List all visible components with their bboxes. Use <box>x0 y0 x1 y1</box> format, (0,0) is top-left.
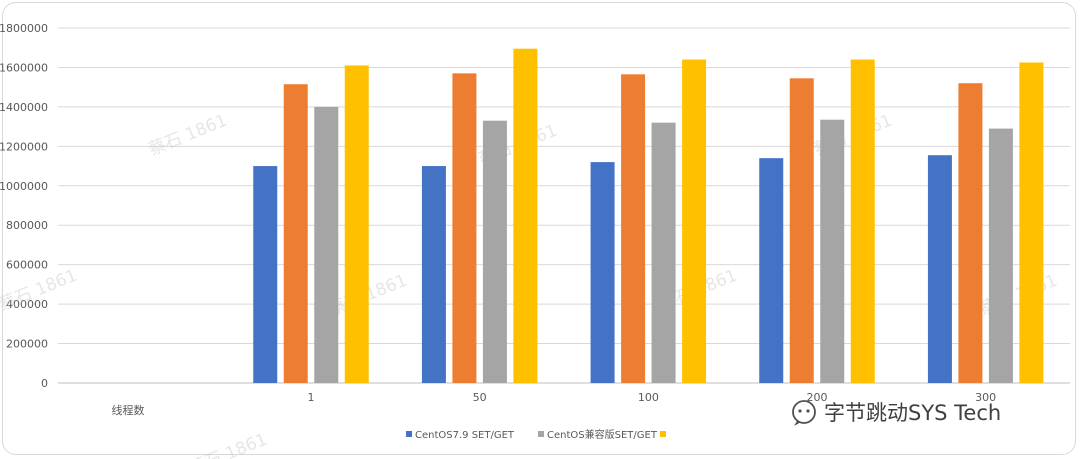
bar <box>621 74 646 383</box>
y-tick-label: 1400000 <box>0 101 48 114</box>
y-tick-label: 800000 <box>6 219 48 232</box>
bar <box>452 73 477 383</box>
watermark-text: 蔡石 1861 <box>146 111 230 161</box>
bar <box>651 122 676 384</box>
bar <box>283 84 308 383</box>
bar <box>850 59 875 384</box>
bar <box>314 106 339 383</box>
brand-text: 字节跳动SYS Tech <box>824 401 1001 425</box>
x-tick-label: 1 <box>308 391 315 404</box>
legend-swatch <box>406 431 412 437</box>
x-tick-label: 100 <box>638 391 659 404</box>
bar <box>482 120 507 383</box>
bars <box>253 48 1044 384</box>
watermark-text: 蔡石 1861 <box>976 271 1060 321</box>
bar <box>344 65 369 383</box>
bar <box>927 155 952 383</box>
x-axis-label: 线程数 <box>112 403 145 417</box>
bar <box>820 119 845 383</box>
x-tick-label: 300 <box>975 391 996 404</box>
y-tick-label: 1600000 <box>0 61 48 74</box>
gridlines <box>58 27 1070 384</box>
bar <box>988 128 1013 383</box>
bar <box>590 162 615 383</box>
legend: CentOS7.9 SET/GET CentOS兼容版SET/GET <box>406 428 666 441</box>
bar <box>958 83 983 383</box>
y-tick-label: 400000 <box>6 298 48 311</box>
y-tick-label: 1200000 <box>0 140 48 153</box>
bar <box>253 166 278 383</box>
bar <box>421 166 446 383</box>
y-tick-label: 200000 <box>6 338 48 351</box>
bar <box>759 158 784 383</box>
watermark-text: 蔡石 1861 <box>186 430 270 459</box>
legend-label: CentOS7.9 SET/GET <box>415 430 515 441</box>
legend-swatch <box>538 431 544 437</box>
y-tick-label: 0 <box>41 377 48 390</box>
y-tick-label: 1000000 <box>0 180 48 193</box>
y-tick-label: 1800000 <box>0 22 48 35</box>
x-axis-tick-labels: 1 50 100 200 300 <box>308 391 997 404</box>
x-tick-label: 200 <box>807 391 828 404</box>
legend-label: CentOS兼容版SET/GET <box>547 428 658 441</box>
wechat-icon <box>792 400 816 426</box>
y-axis-tick-labels: 0 200000 400000 600000 800000 1000000 1200000 1… <box>0 22 48 390</box>
brand-watermark: 字节跳动SYS Tech <box>792 400 1001 426</box>
legend-swatch <box>660 431 666 437</box>
x-tick-label: 50 <box>473 391 487 404</box>
bar <box>682 59 707 384</box>
y-tick-label: 600000 <box>6 259 48 272</box>
bar <box>513 48 538 383</box>
bar <box>789 78 814 384</box>
bar <box>1019 62 1044 384</box>
